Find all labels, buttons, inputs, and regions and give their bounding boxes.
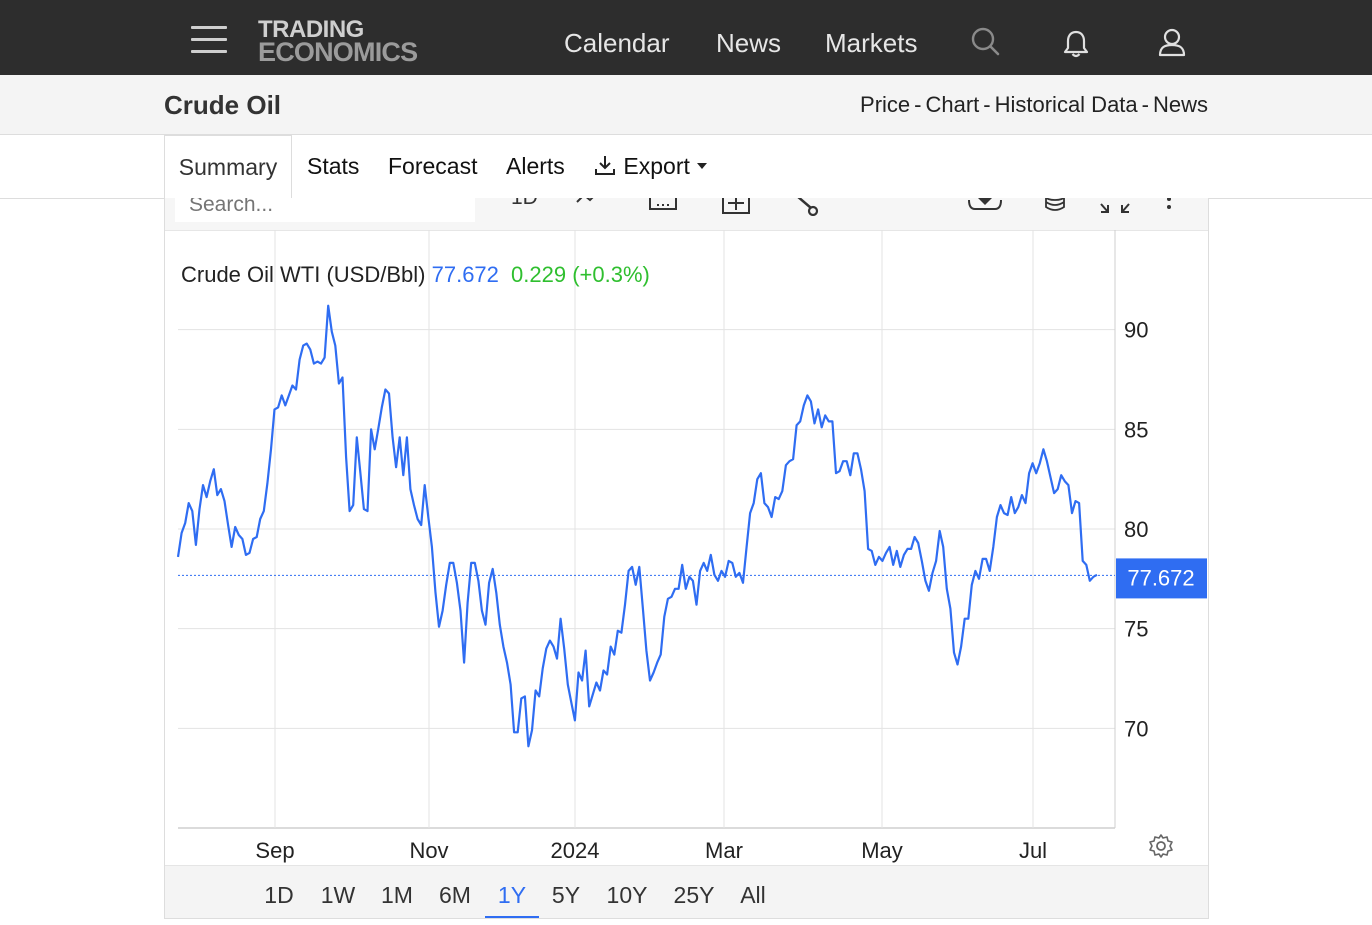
chart-toolbar: 1D [165, 198, 1208, 231]
y-tick-label: 80 [1124, 517, 1148, 542]
fullscreen-icon[interactable] [1099, 198, 1131, 216]
menu-icon[interactable] [191, 26, 227, 54]
top-navbar: TRADING ECONOMICS Calendar News Markets [0, 0, 1372, 75]
page-header: Crude Oil Price - Chart - Historical Data - Ne… [0, 75, 1372, 135]
tab-export[interactable]: Export [593, 135, 708, 198]
logo-line-1: TRADING [258, 16, 364, 43]
x-tick-label: 2024 [551, 838, 600, 863]
tabs-bar: Summary Stats Forecast Alerts Export [0, 135, 1372, 199]
x-tick-label: Jul [1019, 838, 1047, 863]
range-button-25y[interactable]: 25Y [673, 882, 715, 908]
interval-selector[interactable]: 1D [511, 198, 538, 210]
indicators-icon[interactable] [795, 198, 819, 216]
price-line [176, 304, 1098, 748]
x-tick-label: Mar [705, 838, 743, 863]
symbol-search-input[interactable] [175, 198, 475, 222]
price-chart[interactable]: Sep Nov 2024 Mar May Jul 70 75 80 85 90 77.672 [165, 198, 1208, 866]
range-button-all[interactable]: All [740, 882, 766, 908]
chart-type-icon[interactable] [575, 198, 601, 210]
tab-stats[interactable]: Stats [307, 153, 360, 179]
range-button-6m[interactable]: 6M [439, 882, 471, 908]
calendar-icon[interactable] [649, 198, 677, 212]
page-title: Crude Oil [164, 90, 282, 120]
last-price-tag-label: 77.672 [1127, 565, 1194, 590]
grid-lines [178, 230, 1116, 829]
breadcrumb-historical-data[interactable]: Historical Data [994, 92, 1138, 117]
caret-down-icon [697, 163, 708, 169]
download-icon [595, 156, 615, 175]
breadcrumb-news[interactable]: News [1152, 92, 1208, 117]
compare-add-icon[interactable] [722, 198, 750, 214]
range-button-1m[interactable]: 1M [381, 882, 413, 908]
tab-alerts[interactable]: Alerts [506, 153, 565, 179]
more-options-icon[interactable] [1165, 198, 1173, 215]
site-logo[interactable]: TRADING ECONOMICS [258, 16, 418, 67]
x-tick-label: Sep [255, 838, 294, 863]
range-button-1y[interactable]: 1Y [485, 866, 539, 918]
range-button-10y[interactable]: 10Y [606, 882, 648, 908]
nav-markets[interactable]: Markets [825, 28, 918, 58]
range-selector: 1D 1W 1M 6M 1Y 5Y 10Y 25Y All [165, 865, 1208, 918]
download-data-icon[interactable] [967, 198, 1003, 212]
nav-news[interactable]: News [716, 28, 782, 58]
y-tick-label: 70 [1124, 716, 1148, 741]
breadcrumb-chart[interactable]: Chart [925, 92, 980, 117]
chart-container: 1D [164, 198, 1209, 919]
user-account-icon[interactable] [1157, 27, 1187, 57]
logo-line-2: ECONOMICS [258, 37, 418, 67]
x-axis-labels: Sep Nov 2024 Mar May Jul [255, 838, 1047, 863]
breadcrumb: Price - Chart - Historical Data - News [860, 92, 1208, 117]
database-icon[interactable] [1043, 198, 1067, 213]
x-tick-label: Nov [409, 838, 448, 863]
y-axis-labels: 70 75 80 85 90 [1124, 318, 1148, 742]
tab-summary[interactable]: Summary [164, 135, 292, 199]
y-tick-label: 90 [1124, 318, 1148, 343]
range-button-5y[interactable]: 5Y [551, 882, 581, 908]
last-price-tag [1116, 558, 1207, 599]
y-tick-label: 85 [1124, 417, 1148, 442]
legend-last-value: 77.672 [431, 262, 499, 287]
y-tick-label: 75 [1124, 617, 1148, 642]
breadcrumb-price[interactable]: Price [860, 92, 911, 117]
chart-legend: Crude Oil WTI (USD/Bbl) 77.672 0.229 (+0… [181, 262, 650, 288]
chart-settings-gear-icon[interactable] [1148, 833, 1174, 859]
legend-series-name: Crude Oil WTI (USD/Bbl) [181, 262, 426, 287]
range-button-1w[interactable]: 1W [320, 882, 356, 908]
notification-bell-icon[interactable] [1061, 29, 1091, 59]
range-button-1d[interactable]: 1D [264, 882, 294, 908]
nav-calendar[interactable]: Calendar [564, 28, 670, 58]
legend-change: 0.229 (+0.3%) [511, 262, 650, 287]
search-icon[interactable] [970, 26, 1002, 58]
price-series: 77.672 [176, 304, 1207, 748]
tab-export-label: Export [623, 153, 690, 179]
tab-forecast[interactable]: Forecast [388, 153, 478, 179]
x-tick-label: May [861, 838, 903, 863]
